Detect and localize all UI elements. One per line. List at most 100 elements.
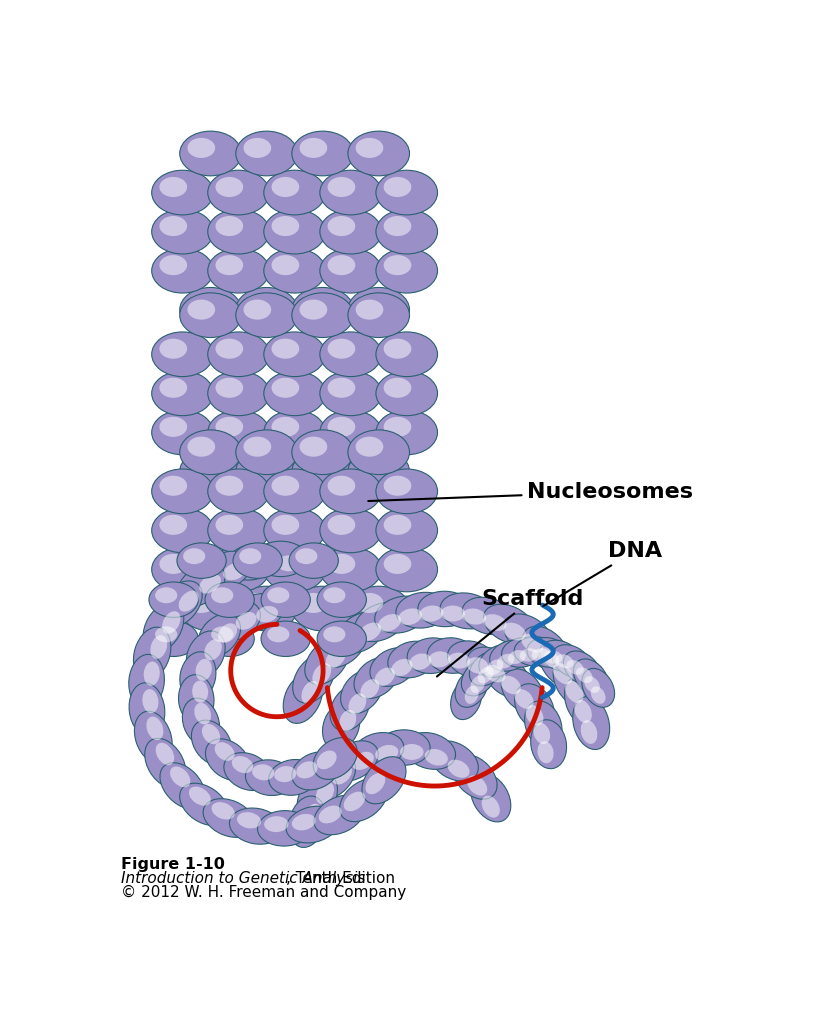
Ellipse shape [448,760,470,778]
Ellipse shape [188,299,215,320]
Ellipse shape [479,645,518,677]
Ellipse shape [378,730,430,766]
Ellipse shape [531,719,567,769]
Ellipse shape [376,410,437,455]
Ellipse shape [129,683,165,737]
Ellipse shape [236,449,298,494]
Ellipse shape [274,766,296,782]
Ellipse shape [211,587,233,604]
Ellipse shape [320,469,381,514]
Ellipse shape [324,587,346,604]
Ellipse shape [272,417,299,437]
Ellipse shape [299,299,328,320]
Ellipse shape [296,762,318,778]
Ellipse shape [320,249,381,293]
Ellipse shape [555,654,573,669]
Text: Scaffold: Scaffold [437,589,584,677]
Ellipse shape [341,670,383,713]
Ellipse shape [515,689,533,709]
Ellipse shape [328,515,355,535]
Ellipse shape [398,608,422,625]
Ellipse shape [299,456,328,476]
Ellipse shape [299,138,328,158]
Ellipse shape [314,796,365,835]
Ellipse shape [355,299,383,320]
Ellipse shape [152,249,213,293]
Ellipse shape [204,639,222,660]
Ellipse shape [289,796,326,847]
Ellipse shape [263,170,325,215]
Ellipse shape [134,711,172,764]
Ellipse shape [465,685,479,704]
Ellipse shape [441,606,465,621]
Ellipse shape [263,547,325,591]
Ellipse shape [180,131,241,175]
Ellipse shape [320,623,367,668]
Ellipse shape [564,676,603,728]
Ellipse shape [226,544,279,580]
Ellipse shape [378,614,401,632]
Ellipse shape [328,255,355,276]
Ellipse shape [191,720,232,766]
Ellipse shape [320,410,381,455]
Ellipse shape [272,255,299,276]
Ellipse shape [585,676,600,692]
Ellipse shape [272,176,299,197]
Ellipse shape [320,170,381,215]
Ellipse shape [295,548,317,565]
Ellipse shape [196,658,212,681]
Ellipse shape [208,332,269,377]
Ellipse shape [293,654,335,703]
Ellipse shape [384,216,411,236]
Ellipse shape [501,676,521,695]
Ellipse shape [352,733,404,769]
Text: Nucleosomes: Nucleosomes [368,482,693,502]
Ellipse shape [142,689,159,713]
Ellipse shape [567,660,584,675]
Ellipse shape [200,551,251,590]
Ellipse shape [149,582,198,617]
Ellipse shape [340,710,356,732]
Ellipse shape [370,648,416,686]
Ellipse shape [348,293,410,337]
Ellipse shape [170,767,190,787]
Ellipse shape [272,515,299,535]
Ellipse shape [208,469,269,514]
Ellipse shape [229,808,283,844]
Ellipse shape [591,686,606,704]
Ellipse shape [319,806,341,824]
Ellipse shape [246,760,294,796]
Ellipse shape [180,586,241,631]
Ellipse shape [215,338,243,359]
Ellipse shape [263,332,325,377]
Ellipse shape [189,786,211,806]
Ellipse shape [574,700,592,723]
Ellipse shape [302,681,320,704]
Ellipse shape [261,621,311,656]
Text: © 2012 W. H. Freeman and Company: © 2012 W. H. Freeman and Company [120,884,406,900]
Ellipse shape [299,593,328,613]
Ellipse shape [149,621,198,656]
Ellipse shape [305,638,350,684]
Ellipse shape [404,733,455,769]
Ellipse shape [292,752,339,789]
Ellipse shape [384,476,411,495]
Ellipse shape [211,626,233,642]
Ellipse shape [311,754,355,799]
Ellipse shape [243,294,272,315]
Ellipse shape [355,138,383,158]
Ellipse shape [152,410,213,455]
Ellipse shape [145,738,186,788]
Ellipse shape [236,612,256,630]
Ellipse shape [328,417,355,437]
Ellipse shape [180,293,241,337]
Ellipse shape [152,508,213,553]
Ellipse shape [146,716,163,740]
Ellipse shape [261,582,311,617]
Ellipse shape [348,586,410,631]
Ellipse shape [328,378,355,397]
Ellipse shape [503,622,526,641]
Ellipse shape [236,293,298,337]
Ellipse shape [292,288,354,332]
Ellipse shape [485,665,506,682]
